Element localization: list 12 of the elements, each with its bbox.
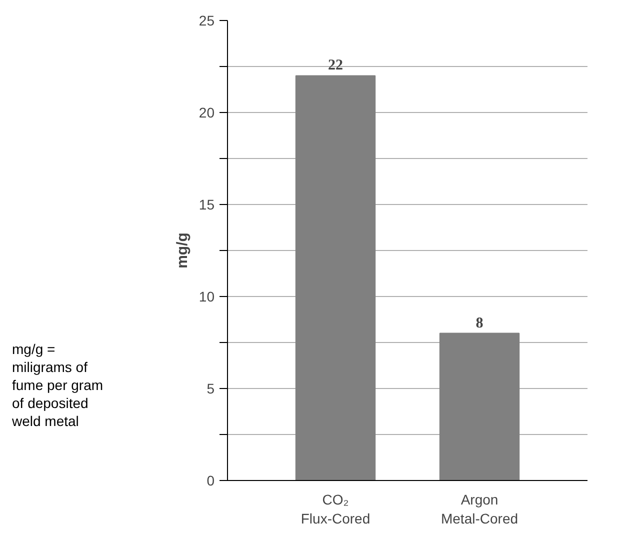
data-label: 22 (328, 58, 343, 74)
y-tick-label: 5 (206, 380, 215, 396)
y-tick-label: 0 (206, 472, 215, 488)
x-tick-label: Argon Metal-Cored (440, 492, 518, 527)
text: mg/g = miligrams of fume per gram of deposited weld metal (12, 340, 104, 430)
y-tick-label: 15 (198, 196, 215, 212)
y-tick-label: 10 (198, 288, 215, 304)
data-label: 8 (476, 315, 484, 332)
y-axis-title: mg/g (174, 232, 191, 268)
y-tick-label: 25 (198, 12, 215, 28)
x-tick-label: CO₂ Flux-Cored (300, 492, 370, 527)
y-tick-label: 20 (198, 104, 215, 120)
